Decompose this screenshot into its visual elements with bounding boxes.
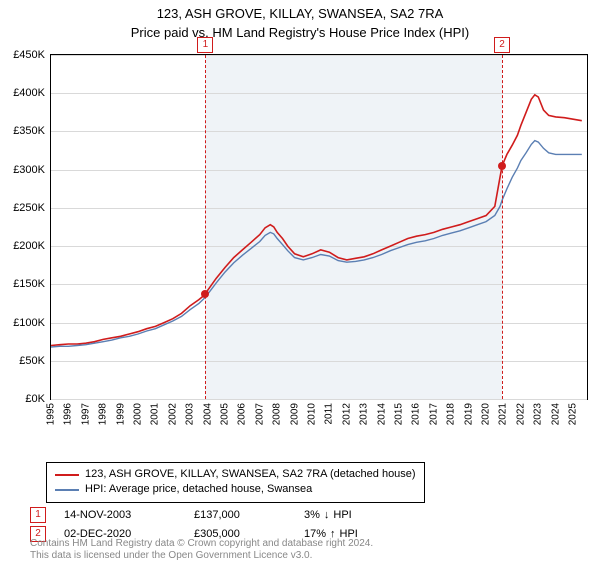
xtick-label: 1996 (63, 403, 74, 425)
xtick-label: 2019 (463, 403, 474, 425)
xtick-label: 2000 (133, 403, 144, 425)
ytick-label: £0K (25, 393, 45, 405)
chart-svg (51, 55, 587, 399)
xtick-label: 2022 (515, 403, 526, 425)
xtick-label: 1995 (46, 403, 57, 425)
xtick-label: 2018 (446, 403, 457, 425)
sale-dot (201, 290, 209, 298)
sale-vline (502, 55, 503, 399)
chart-area: £0K £50K £100K £150K £200K £250K £300K £350K £40… (0, 50, 600, 430)
sale-row: 1 14-NOV-2003£137,0003%↓HPI (30, 507, 434, 523)
page-title: 123, ASH GROVE, KILLAY, SWANSEA, SA2 7RA (0, 6, 600, 23)
xtick-label: 2012 (341, 403, 352, 425)
ytick-label: £250K (13, 202, 45, 214)
ytick-label: £350K (13, 125, 45, 137)
xtick-label: 2013 (359, 403, 370, 425)
xtick-label: 2023 (533, 403, 544, 425)
ytick-label: £300K (13, 164, 45, 176)
xtick-label: 2006 (237, 403, 248, 425)
xtick-label: 2021 (498, 403, 509, 425)
xtick-label: 2017 (428, 403, 439, 425)
gridline-h (51, 399, 587, 400)
xtick-label: 2010 (307, 403, 318, 425)
xtick-label: 1998 (98, 403, 109, 425)
legend-item-address: 123, ASH GROVE, KILLAY, SWANSEA, SA2 7RA… (55, 467, 416, 482)
xtick-label: 2008 (272, 403, 283, 425)
legend-label-hpi: HPI: Average price, detached house, Swan… (85, 482, 312, 497)
xtick-label: 2009 (289, 403, 300, 425)
legend-item-hpi: HPI: Average price, detached house, Swan… (55, 482, 416, 497)
ytick-label: £400K (13, 87, 45, 99)
sale-date: 14-NOV-2003 (64, 509, 194, 521)
sale-diff: 3%↓HPI (304, 509, 434, 521)
xtick-label: 2020 (481, 403, 492, 425)
ytick-label: £450K (13, 49, 45, 61)
xtick-label: 2015 (394, 403, 405, 425)
sale-dot (498, 162, 506, 170)
xtick-label: 2011 (324, 403, 335, 425)
legend: 123, ASH GROVE, KILLAY, SWANSEA, SA2 7RA… (46, 462, 425, 503)
footer-line-2: This data is licensed under the Open Gov… (30, 550, 373, 562)
xtick-label: 1999 (115, 403, 126, 425)
xtick-label: 2007 (254, 403, 265, 425)
ytick-label: £200K (13, 240, 45, 252)
xtick-label: 2005 (220, 403, 231, 425)
plot-box: £0K£50K£100K£150K£200K£250K£300K£350K£40… (50, 54, 588, 400)
sale-price: £137,000 (194, 509, 304, 521)
xtick-label: 2016 (411, 403, 422, 425)
footer-attribution: Contains HM Land Registry data © Crown c… (30, 538, 373, 562)
arrow-down-icon: ↓ (324, 509, 330, 521)
xtick-label: 2004 (202, 403, 213, 425)
legend-swatch-address (55, 474, 79, 476)
sale-vline (205, 55, 206, 399)
xtick-label: 2001 (150, 403, 161, 425)
xtick-label: 2002 (167, 403, 178, 425)
sale-marker: 1 (197, 37, 213, 53)
ytick-label: £150K (13, 278, 45, 290)
xtick-label: 1997 (80, 403, 91, 425)
sale-records: 114-NOV-2003£137,0003%↓HPI202-DEC-2020£3… (30, 504, 434, 542)
footer-line-1: Contains HM Land Registry data © Crown c… (30, 538, 373, 550)
xtick-label: 2025 (568, 403, 579, 425)
xtick-label: 2024 (550, 403, 561, 425)
sale-marker: 2 (494, 37, 510, 53)
xtick-label: 2014 (376, 403, 387, 425)
legend-swatch-hpi (55, 489, 79, 491)
legend-label-address: 123, ASH GROVE, KILLAY, SWANSEA, SA2 7RA… (85, 467, 416, 482)
ytick-label: £50K (19, 355, 45, 367)
xtick-label: 2003 (185, 403, 196, 425)
ytick-label: £100K (13, 317, 45, 329)
sale-row-marker: 1 (30, 507, 46, 523)
